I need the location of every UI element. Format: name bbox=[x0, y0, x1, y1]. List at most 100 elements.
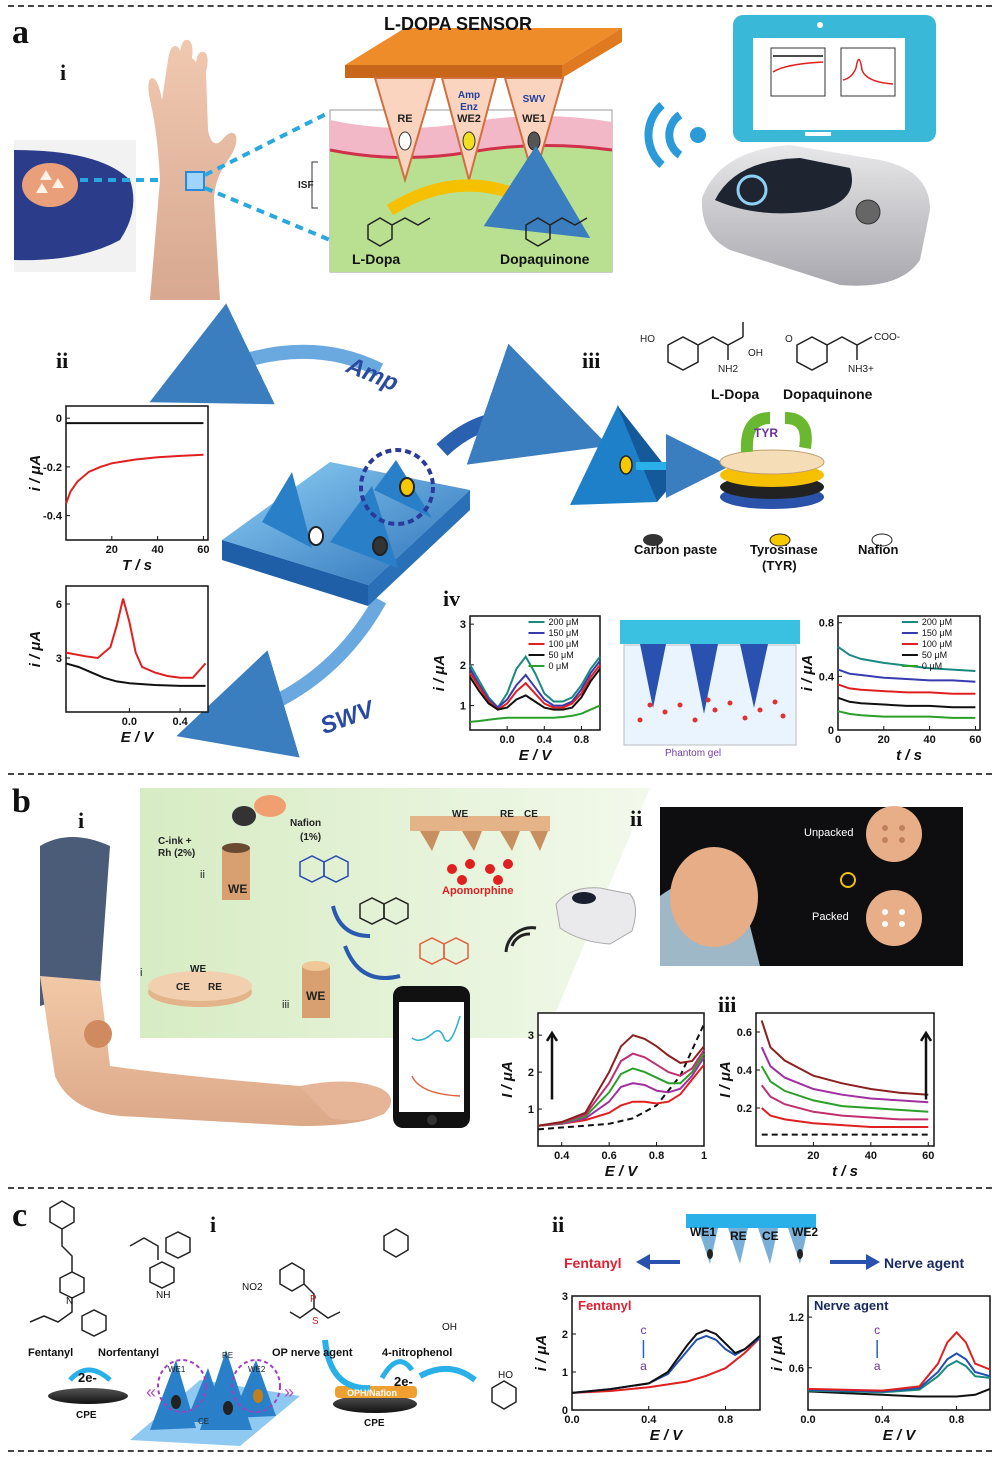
patch-we-label: WE bbox=[452, 809, 468, 820]
chart-c-ii-fentanyl: 0.0 0.4 0.8 0 1 2 3 E / V i / μA Fentanyl c a bbox=[534, 1291, 761, 1444]
y-tick-label: 3 bbox=[528, 1030, 534, 1042]
chem-n-label: N bbox=[66, 1296, 73, 1307]
chart-a-ii-swv: 0.0 0.4 3 6 E / V i / μA bbox=[28, 585, 209, 746]
chemical-structures bbox=[367, 217, 873, 371]
patch-re-label: RE bbox=[500, 809, 514, 820]
x-axis-label: E / V bbox=[605, 1163, 640, 1180]
electrode-enz-label: Enz bbox=[460, 102, 478, 113]
array-we1-label: WE1 bbox=[690, 1225, 716, 1239]
patch-ce-label: CE bbox=[524, 809, 538, 820]
y-tick-label: 2 bbox=[460, 660, 466, 672]
series-line-1 bbox=[837, 645, 976, 672]
y-tick-label: 0.2 bbox=[737, 1103, 752, 1115]
series-line-3 bbox=[760, 1084, 929, 1121]
y-axis-label: i / μA bbox=[432, 655, 448, 692]
y-axis-label: i / μA bbox=[534, 1335, 550, 1372]
legend-label: 50 μM bbox=[549, 650, 574, 660]
y-tick-label: 2 bbox=[528, 1067, 534, 1079]
trend-arrow-head bbox=[919, 1030, 933, 1042]
y-tick-label: 3 bbox=[460, 619, 466, 631]
legend-label: 150 μM bbox=[549, 628, 579, 638]
x-tick-label: 0.4 bbox=[554, 1150, 570, 1162]
x-axis-label: t / s bbox=[832, 1163, 858, 1180]
legend-label: 150 μM bbox=[922, 628, 952, 638]
two-e-label: 2e- bbox=[78, 1370, 97, 1385]
reader-device bbox=[701, 145, 930, 286]
y-tick-label: 3 bbox=[56, 653, 62, 665]
x-tick-label: 20 bbox=[106, 544, 118, 556]
chem-oh-label-c: OH bbox=[442, 1322, 457, 1333]
y-tick-label: 1 bbox=[562, 1367, 568, 1379]
phantom-gel-illustration bbox=[620, 620, 800, 746]
x-tick-label: 0.0 bbox=[800, 1414, 815, 1426]
chem-oh-label: OH bbox=[748, 348, 763, 359]
chart-b-iii-swv: 0.4 0.6 0.8 1 1 2 3 E / V I / μA bbox=[500, 1012, 707, 1180]
fentanyl-arrow-label: Fentanyl bbox=[564, 1255, 622, 1271]
cpe-label: CPE bbox=[76, 1410, 97, 1421]
x-tick-label: 0.4 bbox=[172, 716, 188, 728]
hand-model bbox=[148, 39, 237, 300]
rh-label: Rh (2%) bbox=[158, 848, 195, 859]
series-line-5 bbox=[469, 704, 601, 723]
unpacked-label: Unpacked bbox=[804, 827, 854, 839]
x-tick-label: 40 bbox=[923, 734, 935, 746]
panel-a-sub-iii: iii bbox=[582, 348, 601, 373]
series-line-4 bbox=[807, 1330, 991, 1392]
y-tick-label: 0 bbox=[828, 725, 834, 737]
series-line-3 bbox=[469, 664, 601, 711]
amp-arrow-label: Amp bbox=[342, 352, 403, 397]
x-axis-label: T / s bbox=[122, 557, 152, 574]
x-tick-label: 0.6 bbox=[601, 1150, 616, 1162]
x-tick-label: 0.4 bbox=[875, 1414, 891, 1426]
chem-no2-label: NO2 bbox=[242, 1282, 263, 1293]
series-line-2 bbox=[837, 668, 976, 683]
series-line-4 bbox=[537, 1053, 705, 1127]
series-line-1 bbox=[807, 1387, 991, 1398]
y-tick-label: 0.8 bbox=[819, 618, 834, 630]
panel-letter-c: c bbox=[12, 1197, 28, 1234]
legend-label: 200 μM bbox=[922, 617, 952, 627]
x-axis-label: E / V bbox=[650, 1427, 685, 1444]
y-axis-label: i / μA bbox=[800, 655, 816, 692]
cpe-label-2: CPE bbox=[364, 1418, 385, 1429]
plot-frame bbox=[537, 1012, 705, 1147]
legend-carbon-paste: Carbon paste bbox=[634, 542, 717, 557]
array-ce-label: CE bbox=[762, 1229, 779, 1243]
electrode-amp-label: Amp bbox=[458, 90, 480, 101]
swv-arrow-label: SWV bbox=[317, 695, 379, 740]
series-line-4 bbox=[760, 1065, 929, 1113]
electrode-re-label: RE bbox=[397, 113, 412, 125]
series-line-2 bbox=[65, 453, 204, 504]
series-line-2 bbox=[65, 598, 207, 679]
series-line-4 bbox=[837, 696, 976, 709]
chem-nh2-label: NH2 bbox=[718, 364, 738, 375]
x-tick-label: 0.0 bbox=[564, 1414, 579, 1426]
nerve-agent-arrow-label: Nerve agent bbox=[884, 1255, 964, 1271]
y-tick-label: 0.4 bbox=[737, 1065, 753, 1077]
y-tick-label: 0 bbox=[56, 413, 62, 425]
isf-label: ISF bbox=[298, 180, 314, 191]
trend-arrow-head bbox=[545, 1030, 559, 1042]
microneedle-array bbox=[222, 448, 470, 606]
x-tick-label: 60 bbox=[922, 1150, 934, 1162]
tablet-display bbox=[733, 15, 936, 142]
enzyme-layers bbox=[570, 405, 893, 547]
electrode-we1-label: WE1 bbox=[522, 113, 546, 125]
chart-c-ii-nerve-agent: 0.0 0.4 0.8 0.6 1.2 E / V i / μA Nerve agent c a bbox=[770, 1295, 991, 1444]
nafion-label-b: Nafion bbox=[290, 818, 321, 829]
ldopa-label: L-Dopa bbox=[352, 251, 400, 267]
platform-re-label: RE bbox=[208, 982, 222, 993]
y-tick-label: 1 bbox=[528, 1104, 534, 1116]
small-iii-label: iii bbox=[282, 999, 289, 1011]
plot-frame bbox=[65, 405, 209, 541]
chart-a-ii-amperometric: 20 40 60 0 -0.2 -0.4 T / s i / μA bbox=[28, 405, 210, 574]
x-tick-label: 20 bbox=[878, 734, 890, 746]
chem-s-label: S bbox=[312, 1316, 319, 1327]
y-tick-label: 0.6 bbox=[737, 1027, 752, 1039]
annotation-top: c bbox=[874, 1323, 880, 1337]
annotation-bottom: a bbox=[640, 1359, 647, 1373]
divider-b-c bbox=[8, 1187, 992, 1189]
legend-tyr-abbrev: (TYR) bbox=[762, 558, 797, 573]
legend-label: 50 μM bbox=[922, 650, 947, 660]
